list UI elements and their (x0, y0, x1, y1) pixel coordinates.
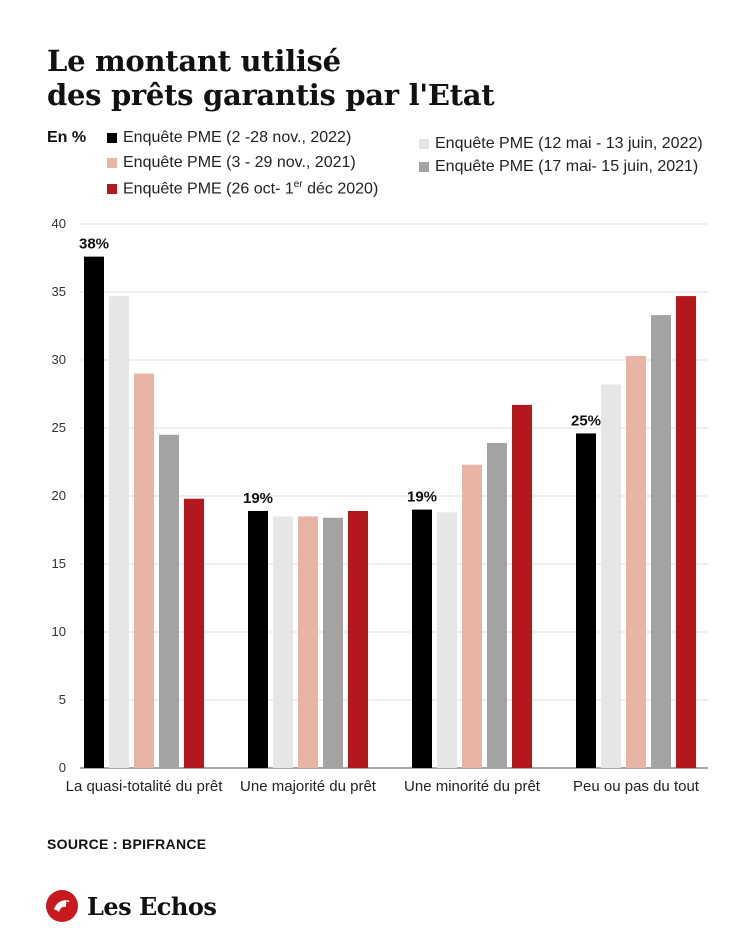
bar-3-1 (601, 384, 621, 768)
brand-name: Les Echos (87, 891, 217, 921)
bar-3-4 (676, 296, 696, 768)
legend-item-2022-nov: Enquête PME (2 -28 nov., 2022) (107, 129, 351, 147)
bar-2-4 (512, 404, 532, 768)
bar-1-0 (248, 510, 268, 768)
legend-item-2022-mai: Enquête PME (12 mai - 13 juin, 2022) (419, 135, 703, 153)
title-line-1: Le montant utilisé (47, 44, 341, 78)
legend-label: Enquête PME (3 - 29 nov., 2021) (123, 154, 356, 171)
x-tick-label-3: Peu ou pas du tout (573, 778, 700, 795)
bar-0-3 (159, 434, 179, 768)
bar-2-0 (412, 509, 432, 768)
data-label-2: 19% (407, 489, 437, 506)
legend-label: Enquête PME (26 oct- 1er déc 2020) (123, 179, 379, 198)
x-tick-label-2: Une minorité du prêt (404, 778, 541, 795)
legend-swatch (107, 133, 117, 143)
legend-swatch (107, 183, 117, 194)
les-echos-emblem-icon (46, 890, 78, 922)
data-label-0: 38% (79, 236, 109, 253)
y-tick-label: 35 (52, 284, 66, 299)
bar-2-2 (462, 464, 482, 768)
bar-3-0 (576, 433, 596, 768)
y-tick-label: 0 (59, 760, 66, 775)
title-line-2: des prêts garantis par l'Etat (47, 78, 495, 112)
x-tick-label-1: Une majorité du prêt (240, 778, 377, 795)
bar-0-1 (109, 296, 129, 768)
bar-chart: 0 5 10 15 20 25 30 35 40 38% La quasi-totalité du … (52, 216, 708, 795)
x-tick-label-0: La quasi-totalité du prêt (66, 778, 224, 795)
legend-item-2020: Enquête PME (26 oct- 1er déc 2020) (107, 179, 378, 198)
y-tick-label: 20 (52, 488, 66, 503)
y-tick-label: 25 (52, 420, 66, 435)
legend-label: Enquête PME (2 -28 nov., 2022) (123, 129, 352, 146)
data-label-1: 19% (243, 490, 273, 507)
bar-3-3 (651, 315, 671, 768)
bar-1-2 (298, 516, 318, 768)
y-tick-label: 5 (59, 692, 66, 707)
bar-1-4 (348, 510, 368, 768)
bar-0-4 (184, 498, 204, 768)
bar-3-2 (626, 355, 646, 768)
bar-2-1 (437, 512, 457, 768)
legend-label: Enquête PME (17 mai- 15 juin, 2021) (435, 158, 699, 175)
legend-item-2021-nov: Enquête PME (3 - 29 nov., 2021) (107, 154, 356, 172)
y-tick-label: 40 (52, 216, 66, 231)
legend-swatch (419, 162, 429, 172)
y-tick-label: 15 (52, 556, 66, 571)
legend-swatch (419, 139, 429, 149)
bar-2-3 (487, 442, 507, 768)
data-label-3: 25% (571, 412, 601, 429)
bar-1-3 (323, 517, 343, 768)
bar-0-0 (84, 256, 104, 768)
legend-item-2021-mai: Enquête PME (17 mai- 15 juin, 2021) (419, 158, 698, 176)
y-tick-label: 10 (52, 624, 66, 639)
bar-1-1 (273, 516, 293, 768)
brand-logo: Les Echos (45, 889, 217, 923)
bar-0-2 (134, 373, 154, 768)
y-tick-label: 30 (52, 352, 66, 367)
legend-label: Enquête PME (12 mai - 13 juin, 2022) (435, 135, 703, 152)
legend-swatch (107, 158, 117, 168)
chart-title: Le montant utilisé des prêts garantis pa… (47, 44, 495, 112)
source-note: SOURCE : BPIFRANCE (47, 836, 207, 852)
unit-label: En % (47, 129, 87, 146)
